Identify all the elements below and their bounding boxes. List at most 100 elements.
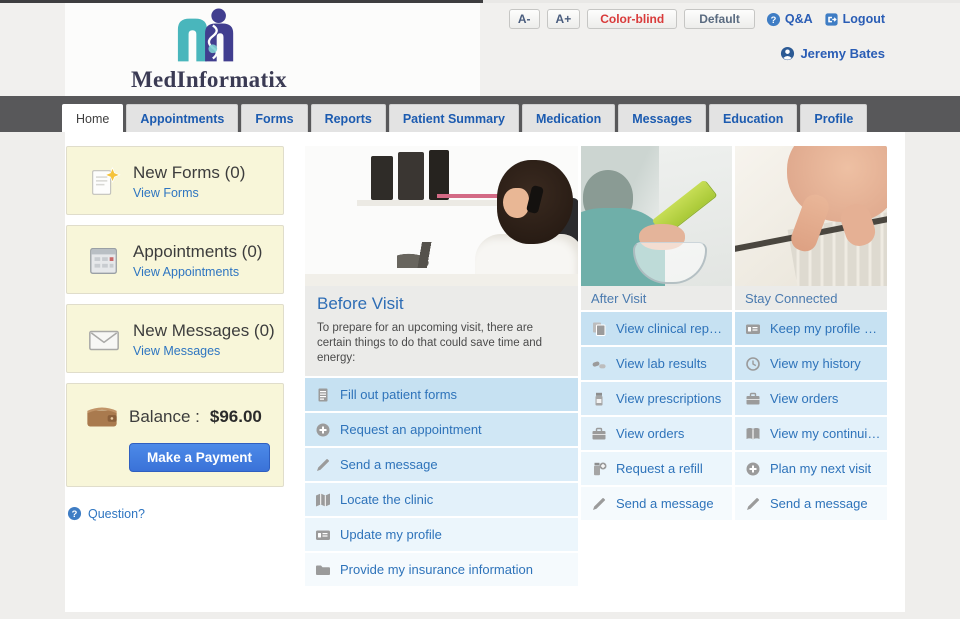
item-label: Update my profile (340, 527, 442, 542)
sidebar: New Forms (0) View Forms Appointments (0… (66, 146, 284, 521)
qa-link[interactable]: Q&A (766, 12, 813, 27)
briefcase-icon (591, 426, 607, 442)
pencil-icon (591, 496, 607, 512)
tab-patient-summary[interactable]: Patient Summary (388, 104, 519, 132)
photo-medication-pour (581, 146, 732, 286)
view-messages-link[interactable]: View Messages (133, 344, 221, 358)
new-forms-text: New Forms (0) View Forms (133, 163, 245, 200)
new-messages-card: New Messages (0) View Messages (66, 304, 284, 373)
logout-icon (824, 12, 839, 27)
calendar-icon (87, 244, 121, 278)
photo-doctor-on-phone (305, 146, 578, 286)
documents-icon (591, 321, 607, 337)
user-name: Jeremy Bates (800, 46, 885, 61)
photo-detail (397, 242, 455, 268)
list-item-view-orders[interactable]: View orders (581, 417, 732, 450)
list-item-view-my-continuity-of-care[interactable]: View my continuit... (735, 417, 887, 450)
current-user[interactable]: Jeremy Bates (780, 46, 885, 61)
new-forms-card: New Forms (0) View Forms (66, 146, 284, 215)
list-item-fill-out-patient-forms[interactable]: Fill out patient forms (305, 378, 578, 411)
photo-detail (371, 156, 393, 200)
tab-profile[interactable]: Profile (800, 104, 868, 132)
tab-forms[interactable]: Forms (241, 104, 308, 132)
photo-hand-on-laptop (735, 146, 887, 286)
qa-label: Q&A (784, 12, 813, 26)
item-label: Send a message (616, 496, 714, 511)
font-decrease-button[interactable]: A- (508, 9, 540, 29)
list-item-view-prescriptions[interactable]: View prescriptions (581, 382, 732, 415)
photo-detail (357, 200, 552, 206)
accessibility-toolbar: A- A+ Color-blind Default Q&A Logout (508, 9, 885, 29)
list-item-send-a-message[interactable]: Send a message (735, 487, 887, 520)
logout-link[interactable]: Logout (824, 12, 885, 27)
question-link[interactable]: Question? (67, 506, 284, 521)
photo-detail (429, 150, 449, 200)
tab-reports[interactable]: Reports (310, 104, 386, 132)
content-area: New Forms (0) View Forms Appointments (0… (65, 132, 905, 612)
tab-messages[interactable]: Messages (618, 104, 706, 132)
list-item-request-a-refill[interactable]: Request a refill (581, 452, 732, 485)
tab-appointments[interactable]: Appointments (126, 104, 239, 132)
list-item-keep-my-profile-updated[interactable]: Keep my profile u... (735, 312, 887, 345)
medinformatix-logo-icon (168, 8, 246, 72)
color-blind-button[interactable]: Color-blind (587, 9, 678, 29)
after-visit-header: After Visit (581, 286, 732, 310)
balance-card: Balance : $96.00 Make a Payment (66, 383, 284, 487)
list-item-plan-my-next-visit[interactable]: Plan my next visit (735, 452, 887, 485)
list-item-send-a-message[interactable]: Send a message (581, 487, 732, 520)
new-messages-text: New Messages (0) View Messages (133, 321, 275, 358)
list-item-update-my-profile[interactable]: Update my profile (305, 518, 578, 551)
list-item-view-clinical-reports[interactable]: View clinical reports (581, 312, 732, 345)
list-item-view-my-history[interactable]: View my history (735, 347, 887, 380)
book-icon (745, 426, 761, 442)
balance-amount: $96.00 (209, 407, 262, 426)
list-item-provide-my-insurance-information[interactable]: Provide my insurance information (305, 553, 578, 586)
appointments-title: Appointments (0) (133, 242, 263, 261)
list-item-locate-the-clinic[interactable]: Locate the clinic (305, 483, 578, 516)
logout-label: Logout (842, 12, 885, 26)
question-circle-icon (766, 12, 781, 27)
item-label: Provide my insurance information (340, 562, 533, 577)
view-appointments-link[interactable]: View Appointments (133, 265, 240, 279)
pencil-icon (745, 496, 761, 512)
item-label: Fill out patient forms (340, 387, 458, 402)
item-label: Keep my profile u... (770, 321, 881, 336)
list-item-request-an-appointment[interactable]: Request an appointment (305, 413, 578, 446)
refill-icon (591, 461, 607, 477)
list-item-send-a-message[interactable]: Send a message (305, 448, 578, 481)
item-label: View orders (770, 391, 839, 406)
list-item-view-orders[interactable]: View orders (735, 382, 887, 415)
photo-detail (305, 274, 578, 286)
appointments-card: Appointments (0) View Appointments (66, 225, 284, 294)
photo-detail (398, 152, 424, 200)
item-label: View lab results (616, 356, 707, 371)
view-forms-link[interactable]: View Forms (133, 186, 199, 200)
before-visit-header: Before Visit To prepare for an upcoming … (305, 286, 578, 376)
before-visit-description: To prepare for an upcoming visit, there … (317, 322, 543, 364)
new-messages-title: New Messages (0) (133, 321, 275, 340)
question-circle-icon (67, 506, 82, 521)
main-nav: Home Appointments Forms Reports Patient … (0, 96, 960, 132)
user-avatar-icon (780, 46, 795, 61)
stay-connected-header: Stay Connected (735, 286, 887, 310)
list-item-view-lab-results[interactable]: View lab results (581, 347, 732, 380)
before-visit-list: Fill out patient forms Request an appoin… (305, 378, 578, 586)
tab-medication[interactable]: Medication (521, 104, 616, 132)
make-payment-button[interactable]: Make a Payment (129, 443, 271, 472)
stay-connected-list: Keep my profile u... View my history Vie… (735, 312, 887, 520)
appointments-text: Appointments (0) View Appointments (133, 242, 262, 279)
pills-icon (591, 356, 607, 372)
tab-education[interactable]: Education (709, 104, 798, 132)
item-label: View orders (616, 426, 685, 441)
after-visit-list: View clinical reports View lab results V… (581, 312, 732, 520)
plus-circle-icon (745, 461, 761, 477)
window-top-strip (0, 0, 960, 3)
tab-home[interactable]: Home (62, 104, 124, 132)
envelope-icon (87, 323, 121, 357)
font-increase-button[interactable]: A+ (546, 9, 581, 29)
default-theme-button[interactable]: Default (684, 9, 755, 29)
folder-icon (315, 562, 331, 578)
item-label: View my history (770, 356, 861, 371)
question-label: Question? (88, 506, 145, 521)
